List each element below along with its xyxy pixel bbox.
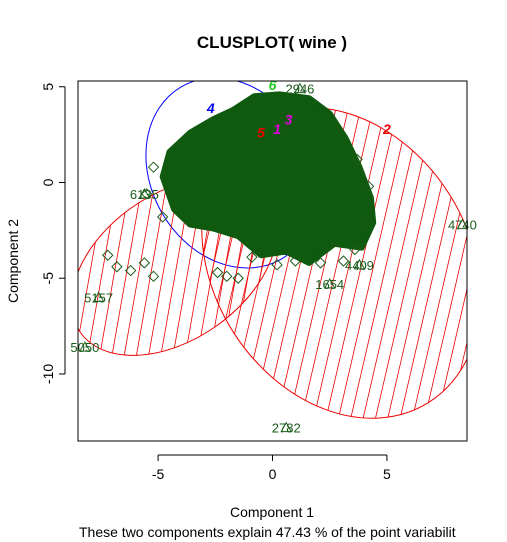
y-tick-label: 0 <box>40 178 56 186</box>
chart-title: CLUSPLOT( wine ) <box>197 33 347 52</box>
x-tick-label: 0 <box>269 466 277 482</box>
cloud-marker <box>314 257 327 269</box>
point-marker <box>294 82 306 94</box>
cloud-marker <box>211 266 224 279</box>
x-axis-label: Component 1 <box>230 504 314 520</box>
cluster-center-labels: 1 2 3 4 5 6 <box>206 77 391 141</box>
point-marker <box>92 291 105 302</box>
hatch-line <box>78 141 198 392</box>
cloud-marker <box>246 251 258 263</box>
plot-frame <box>77 80 468 442</box>
cloud-marker <box>232 272 244 284</box>
y-tick-label: -10 <box>40 364 56 384</box>
cloud-marker <box>156 211 169 223</box>
cloud-marker <box>337 255 350 267</box>
cloud-marker <box>111 261 123 273</box>
y-axis-label: Component 2 <box>5 219 21 303</box>
cluster-label: 5 <box>257 125 265 141</box>
cluster-label: 6 <box>269 77 277 93</box>
point-marker <box>456 218 469 230</box>
chart-subtitle: These two components explain 47.43 % of … <box>79 524 456 540</box>
cloud-marker <box>349 243 361 256</box>
point-cloud <box>102 91 377 284</box>
point-marker <box>323 277 336 289</box>
point-label: 2782 <box>272 421 301 436</box>
hatch-line <box>253 141 310 392</box>
point-marker <box>79 341 91 352</box>
cloud-marker <box>147 270 160 283</box>
cloud-marker <box>271 259 283 271</box>
cloud-marker <box>124 264 137 277</box>
point-label: 5157 <box>84 290 113 305</box>
cluster-label: 4 <box>206 100 215 116</box>
point-label: 5050 <box>70 340 99 355</box>
cluster-label: 3 <box>285 111 293 127</box>
x-tick-label: -5 <box>152 466 165 482</box>
cloud-marker <box>289 255 302 267</box>
cluster-label: 1 <box>273 121 281 137</box>
cloud-marker <box>360 215 373 227</box>
point-label: 4409 <box>345 258 374 273</box>
y-tick-label: 5 <box>40 83 56 91</box>
point-marker <box>138 187 151 199</box>
point-label: 1654 <box>315 277 344 292</box>
cloud-marker <box>147 161 160 173</box>
cloud-marker <box>102 249 114 261</box>
y-tick-label: -5 <box>40 272 56 285</box>
point-label: 6135 <box>130 187 159 202</box>
point-marker <box>353 258 366 270</box>
cluster-label: 2 <box>382 121 391 137</box>
x-tick-label: 5 <box>383 466 391 482</box>
cloud-marker <box>138 257 151 269</box>
hatch-line <box>239 141 310 392</box>
hatch-line <box>78 141 184 392</box>
cloud-marker <box>351 153 363 166</box>
point-label: 4740 <box>448 218 477 233</box>
labeled-points: 4740 2782 5050 5157 1654 2946 4409 6135 <box>70 82 476 436</box>
hatch-line <box>78 141 114 392</box>
hatch-line <box>78 141 156 392</box>
hatch-line <box>78 141 170 392</box>
cloud-marker <box>221 270 233 283</box>
axes: -5 0 5 5 0 -5 -10 <box>40 83 391 482</box>
cloud-marker <box>362 180 375 193</box>
point-label: 2946 <box>285 82 314 97</box>
point-marker <box>280 421 293 433</box>
point-cloud-mass <box>159 91 377 266</box>
